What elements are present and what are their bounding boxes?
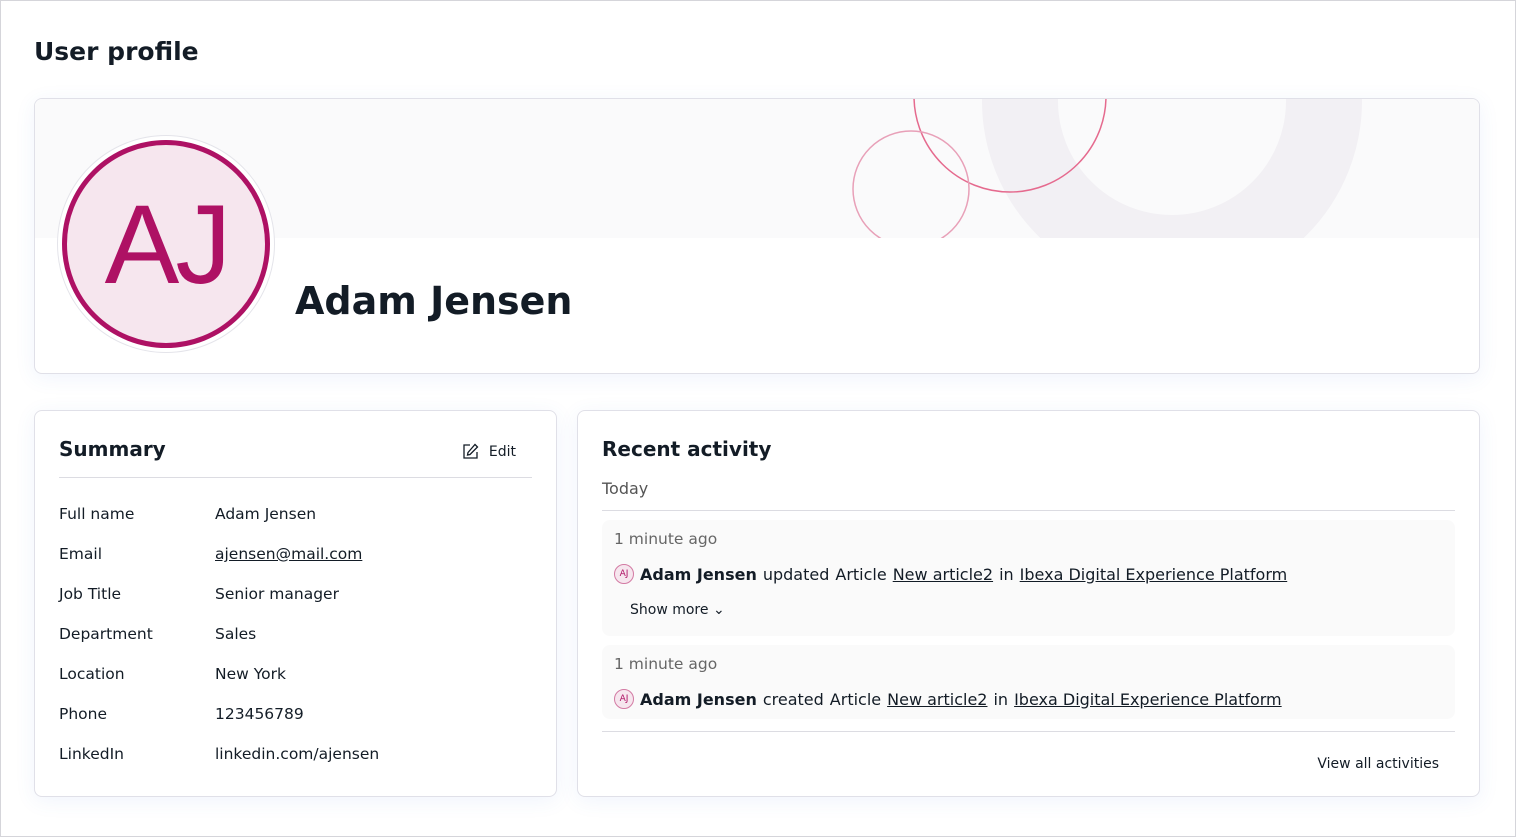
edit-icon: [463, 443, 479, 459]
field-value: linkedin.com/ajensen: [215, 745, 380, 763]
banner-decoration: [852, 99, 1362, 238]
summary-field: Email ajensen@mail.com: [59, 534, 532, 574]
activity-time: 1 minute ago: [614, 530, 718, 548]
profile-name: Adam Jensen: [295, 279, 573, 323]
profile-header-card: AJ Adam Jensen: [34, 98, 1480, 374]
activity-in: in: [999, 564, 1014, 584]
activity-type: Article: [829, 689, 882, 709]
activity-group-label: Today: [602, 479, 1455, 511]
field-label: Phone: [59, 705, 108, 723]
field-label: Job Title: [59, 585, 122, 603]
field-value: 123456789: [215, 705, 304, 723]
summary-field: LinkedIn linkedin.com/ajensen: [59, 734, 532, 774]
show-more-button[interactable]: Show more ⌄: [630, 602, 725, 618]
edit-button[interactable]: Edit: [462, 443, 516, 460]
field-label: LinkedIn: [59, 745, 124, 763]
activity-item: 1 minute ago AJ Adam Jensen updated Arti…: [602, 520, 1455, 636]
activity-in: in: [993, 689, 1009, 709]
avatar: AJ: [57, 135, 275, 353]
activity-user: Adam Jensen: [640, 564, 757, 584]
summary-field: Phone 123456789: [59, 694, 532, 734]
field-value: New York: [215, 665, 286, 683]
field-value: Sales: [215, 625, 257, 643]
divider: [59, 477, 532, 478]
summary-field: Job Title Senior manager: [59, 574, 532, 614]
profile-banner: [35, 99, 1479, 238]
field-label: Full name: [59, 505, 135, 523]
user-avatar: AJ: [614, 564, 634, 584]
field-label: Location: [59, 665, 125, 683]
activity-user: Adam Jensen: [640, 689, 757, 709]
activity-title: Recent activity: [602, 437, 772, 461]
divider: [602, 731, 1455, 732]
summary-card: Summary Edit Full name Adam Jensen Email aj…: [34, 410, 557, 797]
activity-type: Article: [835, 564, 887, 584]
chevron-down-icon: ⌄: [712, 602, 725, 618]
field-label: Department: [59, 625, 153, 643]
summary-field: Full name Adam Jensen: [59, 494, 532, 534]
summary-field: Department Sales: [59, 614, 532, 654]
activity-target-link[interactable]: New article2: [892, 564, 994, 584]
page-title: User profile: [34, 37, 199, 66]
activity-item: 1 minute ago AJ Adam Jensen created Arti…: [602, 645, 1455, 719]
email-link[interactable]: ajensen@mail.com: [215, 545, 363, 563]
activity-target-link[interactable]: New article2: [887, 689, 988, 709]
activity-location-link[interactable]: Ibexa Digital Experience Platform: [1019, 564, 1288, 584]
field-value: Senior manager: [215, 585, 339, 603]
activity-action: updated: [762, 564, 830, 584]
activity-time: 1 minute ago: [614, 655, 718, 673]
user-avatar: AJ: [614, 689, 634, 709]
activity-action: created: [762, 689, 824, 709]
summary-field: Location New York: [59, 654, 532, 694]
recent-activity-card: Recent activity Today 1 minute ago AJ Ad…: [577, 410, 1480, 797]
field-label: Email: [59, 545, 103, 563]
view-all-activities-link[interactable]: View all activities: [1317, 756, 1439, 772]
summary-title: Summary: [59, 437, 166, 461]
field-value: Adam Jensen: [215, 505, 317, 523]
activity-location-link[interactable]: Ibexa Digital Experience Platform: [1014, 689, 1282, 709]
